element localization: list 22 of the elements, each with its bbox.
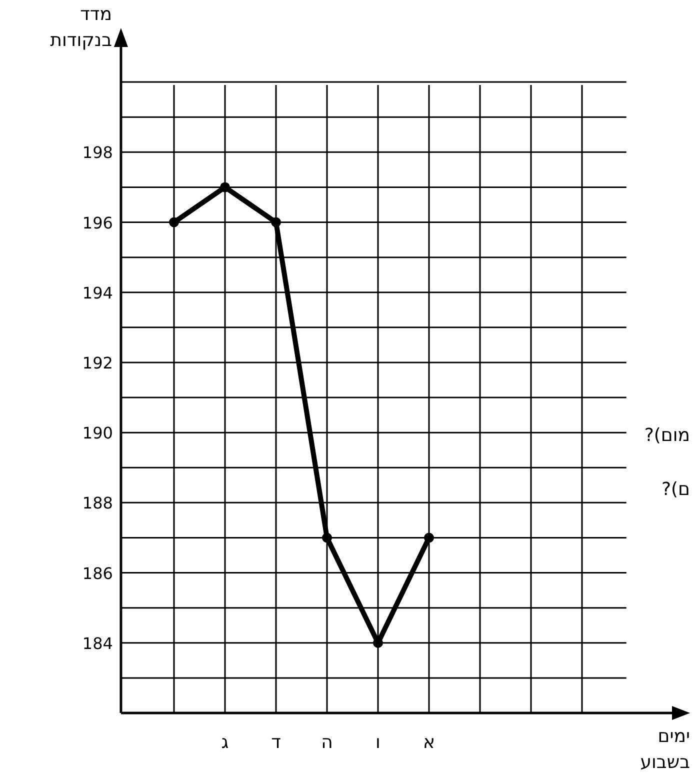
point	[271, 217, 281, 228]
xtick: ו	[376, 732, 380, 753]
xtick: ה	[321, 732, 333, 753]
ytick: 192	[82, 353, 113, 372]
point	[322, 532, 332, 543]
ytick: 196	[82, 213, 113, 232]
ytick: 198	[82, 143, 113, 162]
ytick: 190	[82, 424, 113, 443]
xtick: א	[422, 732, 436, 753]
annotation: מום)?	[644, 425, 690, 446]
xtick: ד	[271, 732, 281, 753]
ylabel: מדד בנקודות	[50, 4, 112, 51]
ytick: 186	[82, 564, 113, 583]
ytick: 184	[82, 634, 113, 653]
xtick: ג	[221, 732, 229, 753]
annotation: ם)?	[661, 479, 690, 500]
ytick: 194	[82, 283, 113, 302]
xlabel: ימים בשבוע	[640, 726, 690, 773]
point	[424, 532, 434, 543]
point	[169, 217, 179, 228]
point	[220, 182, 230, 192]
ytick: 188	[82, 494, 113, 513]
